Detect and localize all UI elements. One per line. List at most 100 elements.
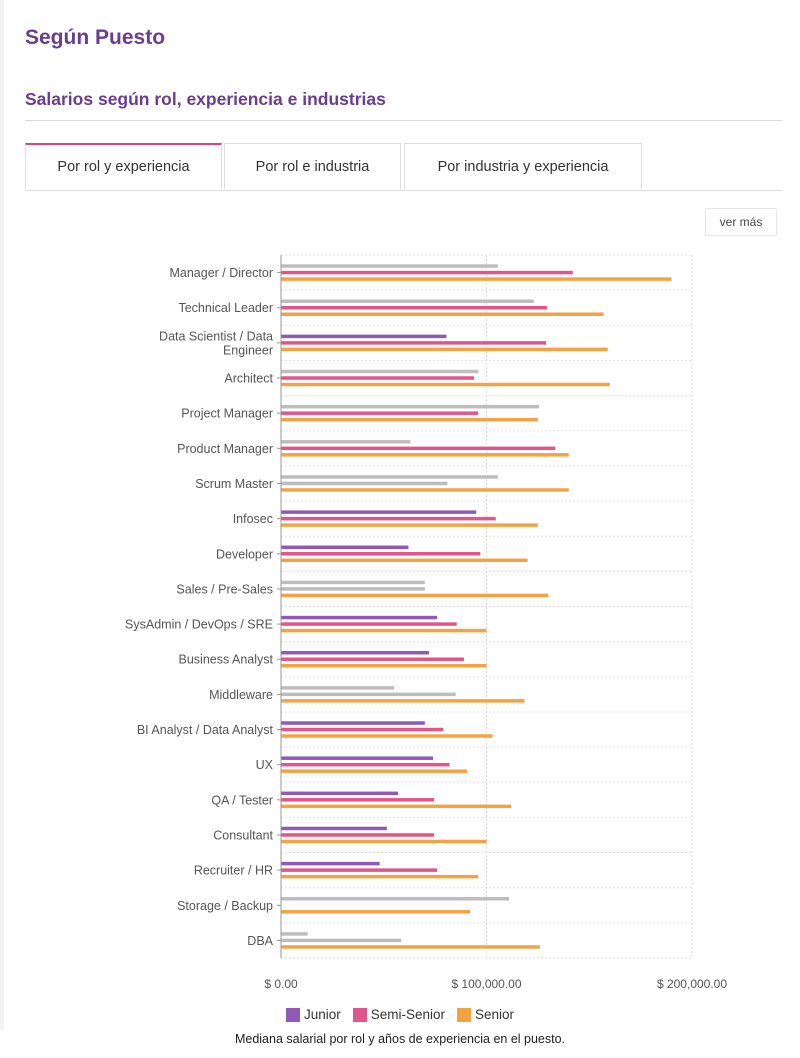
category-label: Architect — [224, 372, 273, 386]
category-label: Project Manager — [181, 407, 273, 421]
tab-por-industria-y-experiencia[interactable]: Por industria y experiencia — [404, 143, 642, 189]
bar-junior — [281, 721, 425, 725]
category-label: Consultant — [213, 828, 273, 842]
legend-label-senior: Senior — [475, 1007, 515, 1022]
bar-junior — [281, 299, 534, 303]
ver-mas-button[interactable]: ver más — [705, 208, 777, 236]
bar-junior — [281, 756, 434, 760]
bar-senior — [281, 312, 604, 316]
bar-semi-senior — [281, 376, 475, 380]
legend-swatch-senior — [457, 1007, 472, 1022]
bar-senior — [281, 699, 525, 703]
bar-semi-senior — [281, 692, 456, 697]
bar-senior — [281, 382, 610, 387]
legend-label-semi-senior: Semi-Senior — [370, 1007, 446, 1022]
legend-item-junior[interactable]: Junior — [285, 1007, 341, 1022]
bar-senior — [281, 734, 493, 738]
bar-semi-senior — [281, 552, 481, 556]
bar-senior — [281, 910, 471, 914]
bar-semi-senior — [281, 622, 457, 626]
bar-junior — [281, 545, 409, 550]
category-label: Data Scientist / Data — [159, 329, 273, 343]
category-label: DBA — [247, 934, 273, 948]
category-label: Engineer — [223, 343, 273, 357]
bar-senior — [281, 593, 549, 598]
tab-por-rol-e-industria[interactable]: Por rol e industria — [224, 143, 401, 189]
bar-senior — [281, 523, 538, 527]
legend-item-senior[interactable]: Senior — [457, 1007, 514, 1022]
category-label: BI Analyst / Data Analyst — [137, 723, 274, 737]
legend-item-semi-senior[interactable]: Semi-Senior — [352, 1007, 446, 1022]
bar-senior — [281, 769, 467, 773]
bar-senior — [281, 874, 479, 879]
bar-senior — [281, 453, 569, 457]
category-label: Scrum Master — [195, 477, 273, 491]
salary-bar-chart: Manager / Director Technical Leader Data S… — [125, 254, 727, 991]
bar-semi-senior — [281, 341, 547, 345]
bar-senior — [281, 277, 672, 281]
legend-swatch-semi-senior — [352, 1007, 367, 1022]
bar-junior — [281, 861, 380, 866]
bar-semi-senior — [281, 270, 573, 275]
category-label: Middleware — [209, 688, 273, 702]
category-label: Storage / Backup — [177, 899, 273, 913]
category-label: Developer — [216, 547, 273, 561]
category-label: Business Analyst — [179, 653, 274, 667]
bar-semi-senior — [281, 481, 448, 486]
bar-semi-senior — [281, 833, 435, 837]
category-label: SysAdmin / DevOps / SRE — [125, 618, 273, 632]
bar-semi-senior — [281, 446, 556, 451]
bar-semi-senior — [281, 587, 425, 591]
bar-junior — [281, 475, 498, 479]
category-label: Manager / Director — [169, 266, 273, 280]
bar-junior — [281, 334, 447, 339]
category-label: Recruiter / HR — [194, 864, 273, 878]
legend-label-junior: Junior — [303, 1007, 341, 1022]
bar-senior — [281, 558, 528, 563]
legend-swatch-junior — [285, 1007, 300, 1022]
bar-junior — [281, 264, 498, 268]
page-title: Según Puesto — [25, 26, 166, 49]
tab-bar: Por rol y experiencia Por rol e industri… — [25, 143, 782, 190]
tabs-baseline — [25, 190, 782, 191]
bar-junior — [281, 932, 308, 936]
category-label: Sales / Pre-Sales — [176, 582, 273, 596]
bar-semi-senior — [281, 868, 438, 872]
x-tick-label: $ 200,000.00 — [657, 977, 727, 991]
bar-senior — [281, 417, 538, 422]
bar-semi-senior — [281, 305, 548, 310]
bar-semi-senior — [281, 657, 464, 661]
x-tick-label: $ 100,000.00 — [451, 977, 521, 991]
bar-junior — [281, 440, 411, 444]
category-label: UX — [256, 758, 274, 772]
bar-semi-senior — [281, 727, 444, 732]
section-divider — [25, 120, 782, 121]
bar-senior — [281, 628, 487, 633]
bar-senior — [281, 488, 569, 492]
bar-semi-senior — [281, 798, 435, 802]
category-label: QA / Tester — [211, 793, 273, 807]
bar-junior — [281, 615, 438, 620]
bar-semi-senior — [281, 938, 402, 943]
category-label: Infosec — [233, 512, 273, 526]
category-label: Product Manager — [177, 442, 273, 456]
bar-semi-senior — [281, 411, 479, 415]
bar-junior — [281, 897, 510, 901]
bar-junior — [281, 580, 425, 585]
bar-semi-senior — [281, 762, 450, 767]
bar-senior — [281, 347, 608, 352]
bar-junior — [281, 510, 477, 514]
bar-junior — [281, 826, 387, 831]
bar-senior — [281, 663, 487, 668]
section-title: Salarios según rol, experiencia e indust… — [25, 89, 386, 109]
bar-junior — [281, 791, 399, 796]
bar-semi-senior — [281, 516, 496, 521]
bar-senior — [281, 839, 487, 844]
chart-caption: Mediana salarial por rol y años de exper… — [234, 1032, 566, 1046]
bar-senior — [281, 804, 512, 809]
bar-senior — [281, 945, 540, 949]
tab-por-rol-y-experiencia[interactable]: Por rol y experiencia — [25, 143, 222, 189]
page-frame — [0, 0, 4, 1030]
bar-junior — [281, 650, 429, 655]
bar-junior — [281, 686, 395, 690]
